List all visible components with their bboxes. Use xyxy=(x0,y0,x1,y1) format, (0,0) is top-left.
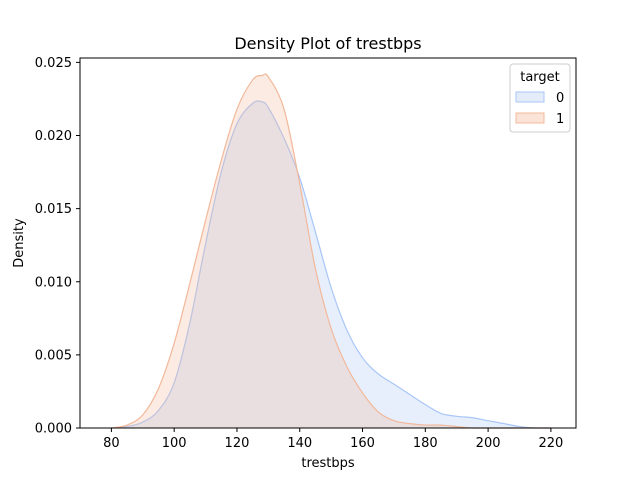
x-axis-label: trestbps xyxy=(301,456,355,471)
density-line-0 xyxy=(111,100,551,429)
y-tick-label: 0.005 xyxy=(35,348,72,363)
y-axis: 0.000 0.005 0.010 0.015 0.020 0.025 xyxy=(35,56,80,437)
x-tick-label: 180 xyxy=(413,436,438,451)
y-axis-label: Density xyxy=(12,218,27,268)
density-area-0 xyxy=(111,100,551,429)
legend: target 0 1 xyxy=(509,63,571,133)
x-tick-label: 100 xyxy=(162,436,187,451)
x-tick-label: 200 xyxy=(476,436,501,451)
y-tick-label: 0.015 xyxy=(35,202,72,217)
plot-areas xyxy=(111,73,551,429)
plot-frame xyxy=(79,57,577,429)
chart-title: Density Plot of trestbps xyxy=(234,34,421,53)
legend-label-0: 0 xyxy=(556,91,564,106)
y-tick-label: 0.000 xyxy=(35,422,72,437)
x-tick-label: 220 xyxy=(538,436,563,451)
legend-swatch-1 xyxy=(515,112,545,124)
y-tick-label: 0.025 xyxy=(35,56,72,71)
x-axis: 80 100 120 140 160 180 200 220 xyxy=(103,428,563,451)
x-tick-label: 120 xyxy=(225,436,250,451)
x-tick-label: 140 xyxy=(287,436,312,451)
y-tick-label: 0.020 xyxy=(35,129,72,144)
y-tick-label: 0.010 xyxy=(35,275,72,290)
x-tick-label: 80 xyxy=(103,436,120,451)
density-area-1 xyxy=(111,73,551,429)
legend-title: target xyxy=(520,70,560,85)
legend-label-1: 1 xyxy=(556,112,564,127)
x-tick-label: 160 xyxy=(350,436,375,451)
legend-swatch-0 xyxy=(515,91,545,103)
